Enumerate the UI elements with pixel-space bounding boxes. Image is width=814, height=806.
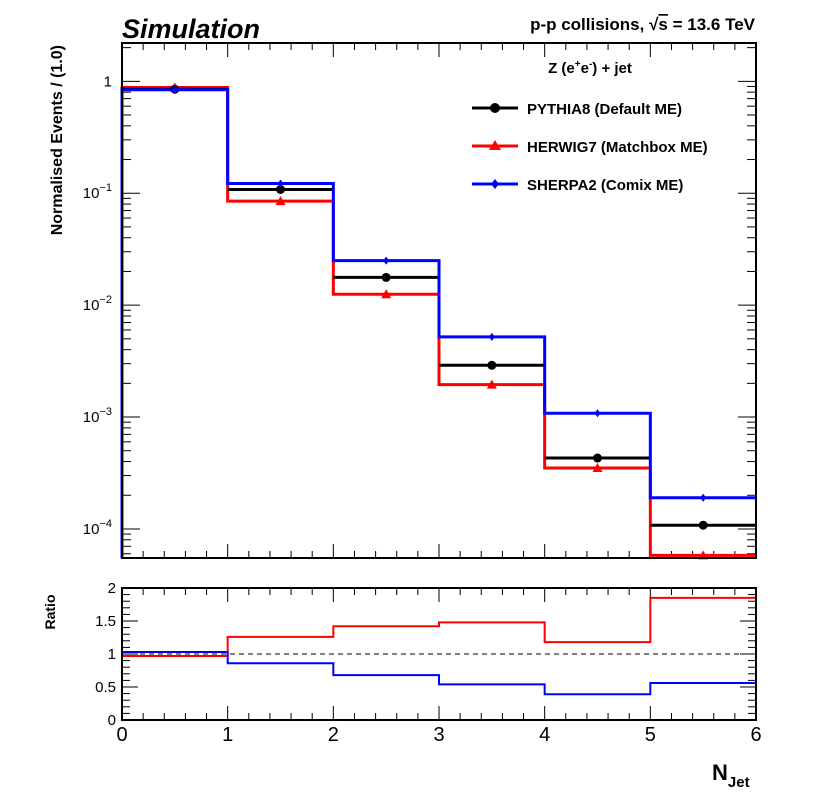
ratio-step-sherpa [121,651,756,720]
process-suffix: ) + jet [592,60,632,77]
ratio-x-tick-label: 6 [750,724,761,746]
top-y-tick-label: 10−2 [83,294,112,314]
process-prefix: Z (e [548,60,575,77]
collision-label: p-p collisions, √s = 13.6 TeV [530,15,756,34]
top-y-tick-mantissa: 1 [104,73,112,90]
process-mid: e [581,60,589,77]
sherpa-marker [594,409,601,418]
legend-label-sherpa: SHERPA2 (Comix ME) [527,177,683,194]
top-y-tick-exponent: −2 [99,294,112,306]
ratio-step-herwig [121,596,756,720]
legend-marker-herwig [489,140,501,150]
ratio-x-tick-label: 2 [328,724,339,746]
top-y-tick-exponent: −4 [99,518,112,530]
ratio-y-axis-label: Ratio [42,595,58,630]
process-sup1: + [575,59,581,70]
collision-prefix: p-p collisions, [530,15,649,34]
sherpa-marker [700,493,707,502]
process-label: Z (e+e-) + jet [548,59,632,77]
top-axis-ticks [121,43,757,558]
process-sup2: - [589,59,592,70]
top-y-tick-label: 10−3 [83,406,112,426]
ratio-x-tick-label: 1 [222,724,233,746]
top-y-axis-label: Normalised Events / (1.0) [49,45,66,235]
sherpa-marker [171,85,178,94]
legend-label-pythia: PYTHIA8 (Default ME) [527,101,682,118]
ratio-histograms [121,596,756,720]
sherpa-marker [383,256,390,265]
sherpa-marker [488,332,495,341]
pythia-marker [276,184,285,194]
ratio-x-tick-label: 4 [539,724,550,746]
pythia-marker [698,520,708,530]
top-y-tick-mantissa: 10 [83,521,100,538]
legend: PYTHIA8 (Default ME) HERWIG7 (Matchbox ME… [472,101,708,194]
ratio-y-tick-label: 2 [108,580,116,597]
sqrt-s: s [658,15,667,34]
energy-suffix: = 13.6 TeV [668,15,756,34]
x-axis-label: NJet [712,760,750,791]
top-y-tick-mantissa: 10 [83,297,100,314]
top-y-tick-label: 1 [104,73,112,90]
pythia-marker [381,272,391,282]
ratio-y-tick-label: 0 [108,712,116,729]
top-y-tick-exponent: −1 [99,182,112,194]
top-y-tick-label: 10−1 [83,182,112,202]
legend-label-herwig: HERWIG7 (Matchbox ME) [527,139,708,156]
ratio-y-tick-label: 1.5 [95,613,116,630]
herwig-marker [275,196,286,206]
x-axis-label-sub: Jet [728,774,750,791]
sherpa-marker [277,179,284,188]
herwig-marker [592,463,603,473]
top-histograms [120,82,756,560]
x-axis-label-main: N [712,760,728,785]
top-y-tick-mantissa: 10 [83,409,100,426]
legend-marker-sherpa [491,179,499,189]
top-y-tick-mantissa: 10 [83,185,100,202]
top-y-tick-label: 10−4 [83,518,112,538]
ratio-axis-ticks [121,587,757,721]
ratio-x-tick-label: 0 [116,724,127,746]
pythia-marker [487,360,497,370]
ratio-y-tick-label: 1 [108,646,116,663]
top-plot-frame [121,42,757,559]
herwig-marker [381,289,392,299]
pythia-marker [593,453,602,463]
ratio-y-tick-label: 0.5 [95,679,116,696]
ratio-x-tick-label: 5 [645,724,656,746]
legend-marker-pythia [490,103,500,113]
simulation-label: Simulation [122,14,260,44]
sherpa-step-line [120,88,756,558]
sqrt-symbol: √ [649,15,659,34]
herwig-marker [486,379,497,389]
ratio-tick-labels: 0 0.5 1 1.5 2 0 1 2 3 4 5 6 [95,580,761,746]
ratio-plot-frame [121,587,757,721]
top-y-tick-exponent: −3 [99,406,112,418]
ratio-x-tick-label: 3 [433,724,444,746]
top-y-tick-labels: 110−110−210−310−4 [83,73,112,538]
